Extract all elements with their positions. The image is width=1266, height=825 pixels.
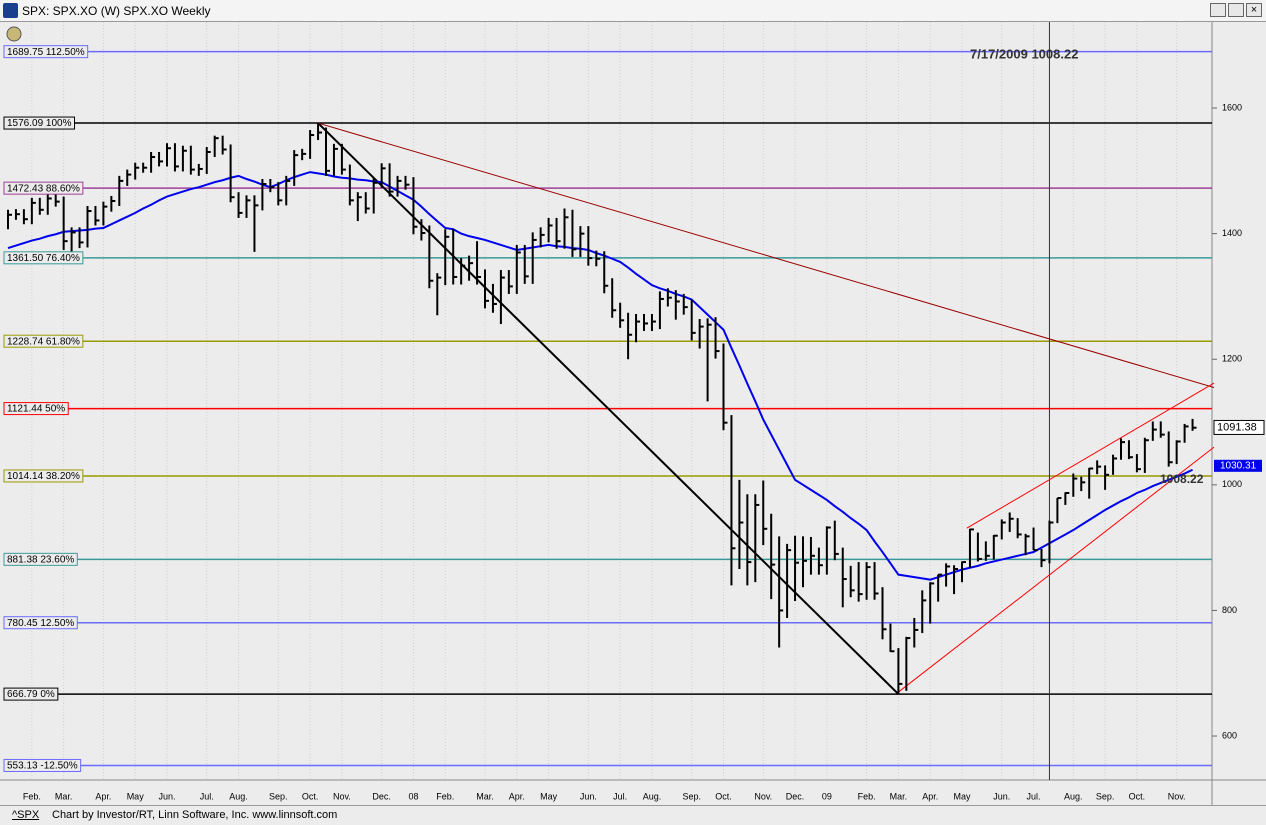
x-tick-label: 09 — [822, 791, 832, 801]
level-label-box — [3, 552, 78, 566]
level-label: 666.79 0% — [7, 689, 55, 700]
x-tick-label: Aug. — [229, 791, 248, 801]
last-price-box — [1213, 419, 1265, 435]
y-tick-label: 1400 — [1222, 228, 1242, 238]
chart-icon[interactable] — [6, 26, 22, 42]
level-label-box — [3, 45, 89, 59]
minimize-button[interactable] — [1210, 3, 1226, 17]
x-tick-label: Sep. — [269, 791, 288, 801]
last-ma-box — [1214, 459, 1262, 472]
level-label-box — [3, 758, 82, 772]
level-label: 1361.50 76.40% — [7, 253, 80, 264]
x-tick-label: Apr. — [922, 791, 938, 801]
x-tick-label: Oct. — [715, 791, 732, 801]
status-bar: ^SPX Chart by Investor/RT, Linn Software… — [0, 805, 1266, 825]
x-tick-label: Jul. — [1027, 791, 1041, 801]
x-tick-label: Nov. — [333, 791, 351, 801]
level-label-box — [3, 402, 69, 416]
level-label: 780.45 12.50% — [7, 618, 74, 629]
y-tick-label: 600 — [1222, 730, 1237, 740]
level-label: 1014.14 38.20% — [7, 471, 80, 482]
trend-line — [317, 122, 900, 695]
level-label: 1472.43 88.60% — [7, 183, 80, 194]
trend-line — [898, 446, 1215, 693]
x-tick-label: Sep. — [1096, 791, 1115, 801]
level-label: 1121.44 50% — [7, 404, 65, 415]
x-tick-label: Dec. — [786, 791, 805, 801]
x-tick-label: 08 — [408, 791, 418, 801]
x-tick-label: Jul. — [613, 791, 627, 801]
title-bar: SPX: SPX.XO (W) SPX.XO Weekly × — [0, 0, 1266, 22]
cursor-value: 1008.22 — [1160, 472, 1204, 486]
trend-line — [966, 382, 1215, 529]
level-label: 553.13 -12.50% — [7, 761, 78, 772]
x-tick-label: Sep. — [682, 791, 701, 801]
y-tick-label: 800 — [1222, 605, 1237, 615]
chart-background — [0, 22, 1266, 825]
level-label: 881.38 23.60% — [7, 554, 74, 565]
moving-average — [7, 171, 1193, 581]
level-label-box — [3, 334, 84, 348]
close-button[interactable]: × — [1246, 3, 1262, 17]
trend-line — [317, 122, 1215, 388]
y-tick-label: 1000 — [1222, 479, 1242, 489]
x-tick-label: Oct. — [302, 791, 319, 801]
maximize-button[interactable] — [1228, 3, 1244, 17]
x-tick-label: Nov. — [754, 791, 772, 801]
x-tick-label: Mar. — [476, 791, 494, 801]
x-tick-label: Jul. — [200, 791, 214, 801]
x-tick-label: May — [953, 791, 971, 801]
level-label-box — [3, 687, 59, 701]
x-tick-label: Jun. — [580, 791, 597, 801]
x-tick-label: Apr. — [95, 791, 111, 801]
x-tick-label: Feb. — [23, 791, 41, 801]
x-tick-label: Apr. — [509, 791, 525, 801]
x-tick-label: May — [540, 791, 558, 801]
x-tick-label: Aug. — [643, 791, 662, 801]
x-tick-label: Jun. — [993, 791, 1010, 801]
cursor-label: 7/17/2009 1008.22 — [970, 46, 1078, 61]
level-label: 1228.74 61.80% — [7, 336, 80, 347]
x-tick-label: Aug. — [1064, 791, 1083, 801]
x-tick-label: May — [127, 791, 145, 801]
x-tick-label: Oct. — [1129, 791, 1146, 801]
x-tick-label: Jun. — [158, 791, 175, 801]
level-label-box — [3, 251, 84, 265]
level-label-box — [3, 181, 84, 195]
x-tick-label: Mar. — [55, 791, 73, 801]
level-label: 1576.09 100% — [7, 118, 72, 129]
x-tick-label: Nov. — [1168, 791, 1186, 801]
x-tick-label: Mar. — [890, 791, 908, 801]
window-title: SPX: SPX.XO (W) SPX.XO Weekly — [22, 4, 211, 18]
x-tick-label: Feb. — [436, 791, 454, 801]
level-label-box — [3, 116, 76, 130]
y-tick-label: 1200 — [1222, 354, 1242, 364]
level-label-box — [3, 616, 78, 630]
credit: Chart by Investor/RT, Linn Software, Inc… — [52, 809, 338, 821]
app-icon — [3, 3, 18, 18]
chart: Feb. Mar. Apr. May Jun. Jul. Aug. Sep. Oct. Nov. D… — [0, 22, 1266, 825]
level-label: 1689.75 112.50% — [7, 47, 85, 58]
x-tick-label: Dec. — [372, 791, 391, 801]
last-price: 1091.38 — [1217, 421, 1257, 433]
level-label-box — [3, 469, 84, 483]
last-ma: 1030.31 — [1220, 460, 1257, 471]
y-tick-label: 1600 — [1222, 102, 1242, 112]
x-tick-label: Feb. — [858, 791, 876, 801]
symbol: ^SPX — [12, 809, 40, 821]
